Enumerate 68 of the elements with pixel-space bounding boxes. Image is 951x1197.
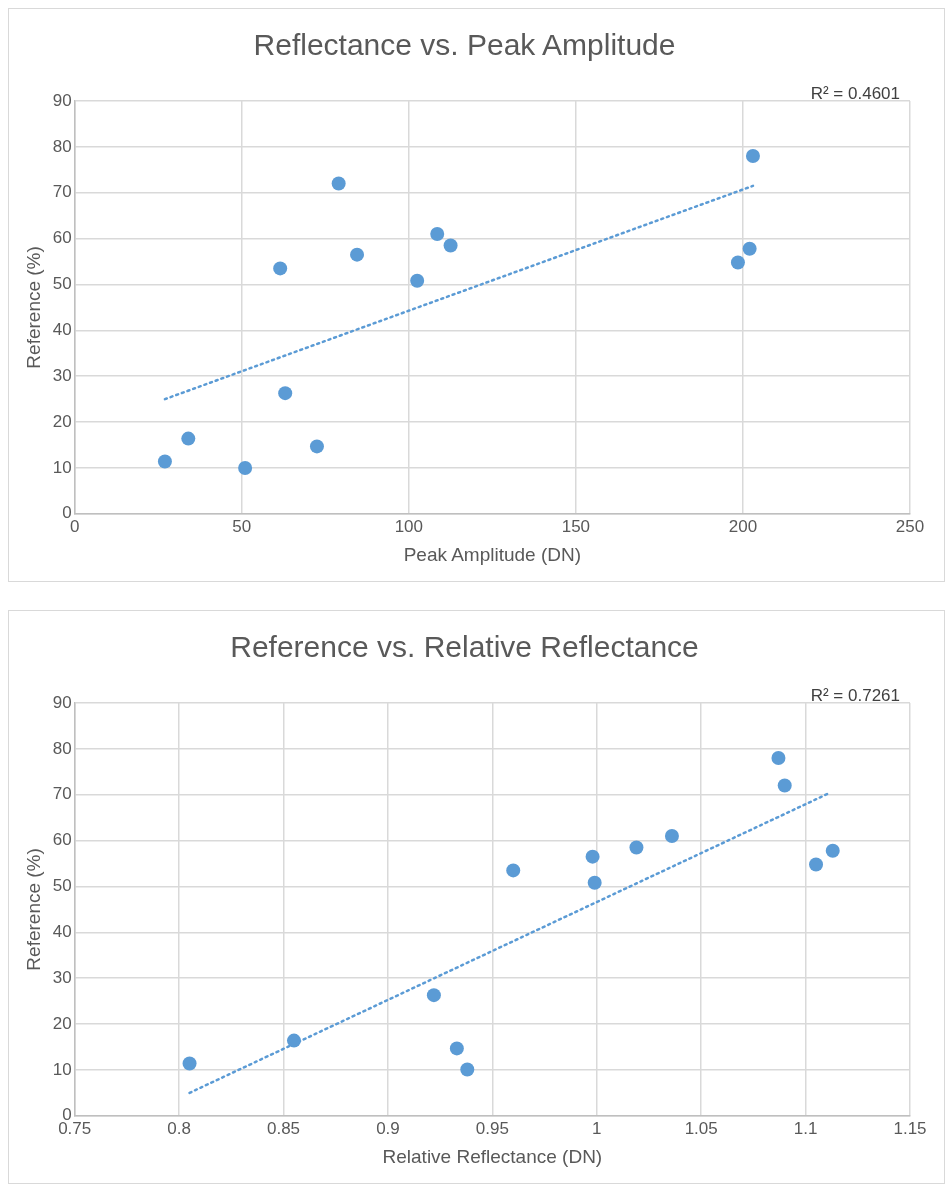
point (460, 1062, 475, 1077)
x-tick-label: 1.15 (893, 1118, 927, 1138)
point (309, 439, 324, 454)
y-tick-label: 10 (52, 1059, 72, 1079)
chart-title: Reflectance vs. Peak Amplitude (253, 28, 676, 62)
point (350, 247, 365, 262)
point (443, 238, 458, 253)
y-tick-label: 70 (52, 182, 72, 202)
y-tick-label: 60 (52, 830, 72, 850)
point (181, 431, 196, 446)
y-tick-label: 10 (52, 457, 72, 477)
point (410, 273, 425, 288)
y-axis-title: Reference (%) (22, 246, 44, 369)
point (182, 1056, 197, 1071)
y-tick-label: 40 (52, 320, 72, 340)
y-tick-label: 70 (52, 784, 72, 804)
x-tick-label: 0.8 (167, 1118, 191, 1138)
y-tick-label: 40 (52, 922, 72, 942)
x-tick-label: 150 (561, 516, 591, 536)
y-tick-label: 50 (52, 274, 72, 294)
y-tick-label: 50 (52, 876, 72, 896)
x-tick-label: 100 (394, 516, 424, 536)
point (426, 988, 441, 1003)
point (286, 1033, 301, 1048)
point (730, 255, 745, 270)
y-tick-label: 0 (62, 503, 72, 523)
point (238, 460, 253, 475)
x-tick-label: 1 (592, 1118, 602, 1138)
point (664, 829, 679, 844)
x-tick-label: 0.9 (376, 1118, 400, 1138)
point (587, 875, 602, 890)
point (506, 863, 521, 878)
y-tick-label: 60 (52, 228, 72, 248)
y-tick-label: 20 (52, 1013, 72, 1033)
x-tick-label: 1.05 (684, 1118, 718, 1138)
chart-title: Reference vs. Relative Reflectance (230, 630, 699, 664)
point (273, 261, 288, 276)
point (331, 176, 346, 191)
point (809, 857, 824, 872)
x-axis-title: Peak Amplitude (DN) (403, 543, 582, 565)
point (157, 454, 172, 469)
x-tick-label: 0.95 (475, 1118, 509, 1138)
y-tick-label: 30 (52, 365, 72, 385)
y-tick-label: 90 (52, 692, 72, 712)
point (449, 1041, 464, 1056)
x-tick-label: 50 (232, 516, 252, 536)
point (430, 227, 445, 242)
y-tick-label: 80 (52, 136, 72, 156)
point (742, 241, 757, 256)
point (629, 840, 644, 855)
x-tick-label: 200 (728, 516, 758, 536)
x-axis-title: Relative Reflectance (DN) (382, 1145, 603, 1167)
point (777, 778, 792, 793)
annotation: R² = 0.7261 (810, 686, 900, 706)
y-tick-label: 30 (52, 967, 72, 987)
point (585, 849, 600, 864)
annotation: R² = 0.4601 (810, 84, 900, 104)
y-axis-title: Reference (%) (22, 848, 44, 971)
point (825, 843, 840, 858)
x-tick-label: 1.1 (793, 1118, 818, 1138)
point (771, 751, 786, 766)
x-tick-label: 0.85 (266, 1118, 301, 1138)
x-tick-label: 250 (895, 516, 925, 536)
point (278, 386, 293, 401)
y-tick-label: 90 (52, 90, 72, 110)
point (745, 149, 760, 164)
y-tick-label: 20 (52, 411, 72, 431)
y-tick-label: 80 (52, 738, 72, 758)
